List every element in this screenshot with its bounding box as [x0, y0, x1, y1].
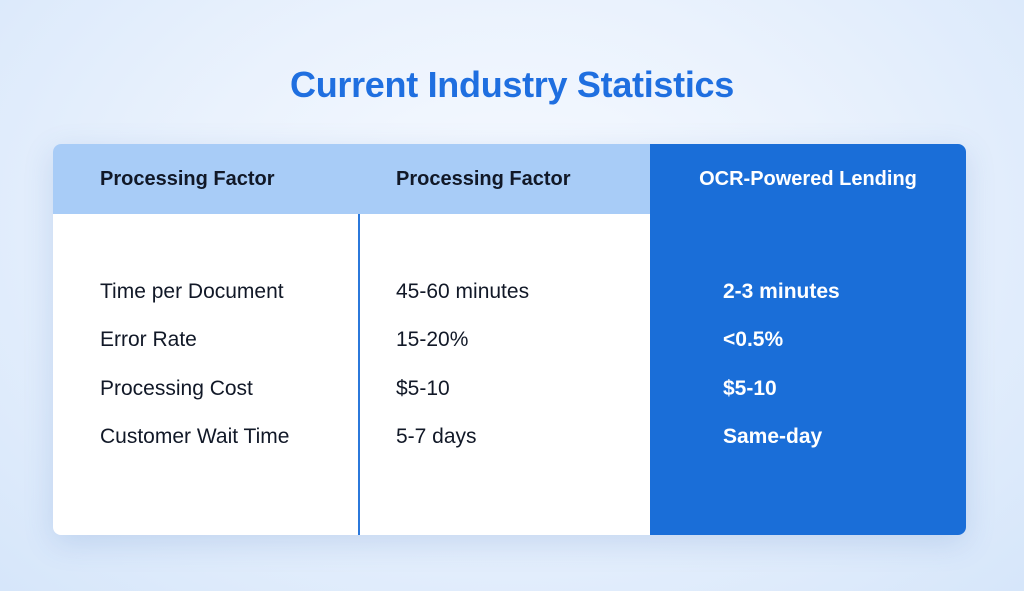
traditional-processing-cost: $5-10: [396, 377, 450, 400]
page-title: Current Industry Statistics: [290, 64, 734, 106]
column-header-ocr-powered-lending: OCR-Powered Lending: [699, 168, 917, 190]
column-divider: [358, 214, 360, 535]
ocr-customer-wait-time: Same-day: [723, 425, 823, 448]
ocr-highlight-column: [650, 144, 966, 535]
row-label-customer-wait-time: Customer Wait Time: [100, 425, 290, 448]
comparison-table: Processing Factor Processing Factor OCR-…: [53, 144, 966, 535]
row-label-time-per-document: Time per Document: [100, 280, 284, 303]
row-label-error-rate: Error Rate: [100, 328, 197, 351]
column-header-traditional: Processing Factor: [396, 168, 571, 190]
row-label-processing-cost: Processing Cost: [100, 377, 253, 400]
ocr-time-per-document: 2-3 minutes: [723, 280, 840, 303]
column-header-processing-factor: Processing Factor: [100, 168, 275, 190]
table-header-band: [53, 144, 650, 214]
ocr-error-rate: <0.5%: [723, 328, 784, 351]
traditional-error-rate: 15-20%: [396, 328, 469, 351]
traditional-time-per-document: 45-60 minutes: [396, 280, 530, 303]
traditional-customer-wait-time: 5-7 days: [396, 425, 477, 448]
ocr-processing-cost: $5-10: [723, 377, 777, 400]
